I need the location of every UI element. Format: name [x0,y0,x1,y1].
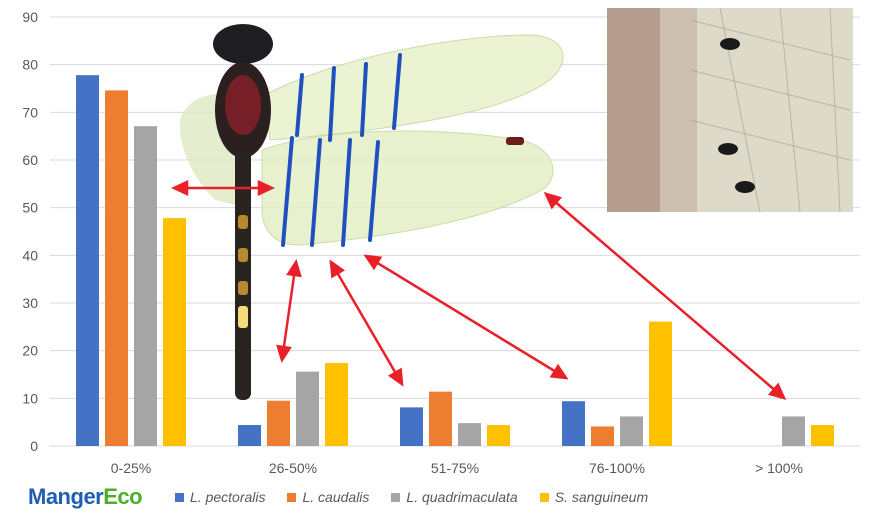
y-tick-label: 90 [22,9,38,25]
y-tick-label: 0 [30,438,38,454]
bar [487,425,510,446]
y-tick-label: 20 [22,343,38,359]
y-tick-label: 30 [22,295,38,311]
y-tick-label: 10 [22,390,38,406]
dragonfly-thorax-marking [225,75,261,135]
dragonfly-hind-wing [261,130,554,246]
y-tick-label: 80 [22,57,38,73]
arrow-head [387,367,404,387]
x-axis-ticks: 0-25% 26-50% 51-75% 76-100% > 100% [111,460,803,476]
bar [238,425,261,446]
y-tick-label: 60 [22,152,38,168]
legend-swatch [539,492,549,502]
x-tick-label: 51-75% [431,460,479,476]
bar [429,391,452,446]
x-tick-label: > 100% [755,460,803,476]
bar [296,371,319,446]
legend-item: S. sanguineum [539,489,649,505]
arrow-line [329,261,404,385]
bar [400,407,423,446]
bar [620,416,643,446]
dragonfly-abdomen [235,150,251,400]
bar [458,423,481,446]
arrow-head [276,344,292,363]
legend-item: L. caudalis [287,489,369,505]
dragonfly-head [213,24,273,64]
arrow-line [280,261,298,361]
legend-swatch [391,492,401,502]
arrow-line [545,193,785,399]
bars [76,75,834,447]
mites-inset-photo [607,7,853,213]
arrow-head [257,180,275,196]
bar [562,401,585,446]
legend-swatch [287,492,297,502]
legend-label: L. quadrimaculata [406,489,518,505]
brand-logo: MangerEco [28,484,143,510]
bar [134,126,157,446]
annotation-arrows [171,180,787,400]
bar [267,400,290,446]
y-tick-label: 50 [22,200,38,216]
y-tick-label: 40 [22,247,38,263]
dragonfly-abdomen-spots [238,215,248,328]
arrow-head [543,192,562,210]
dragonfly-fore-wing [264,34,564,141]
x-tick-label: 76-100% [589,460,645,476]
arrow-head [768,382,787,400]
brand-logo-part1: Manger [28,484,104,509]
arrow-head [363,254,383,271]
legend-item: L. quadrimaculata [391,489,518,505]
y-tick-label: 70 [22,104,38,120]
x-tick-label: 0-25% [111,460,151,476]
bar [325,363,348,446]
arrow-head [329,259,346,279]
bar [811,425,834,446]
bar [591,426,614,446]
dragonfly-illustration [179,24,564,400]
x-tick-label: 26-50% [269,460,317,476]
bar [649,321,672,446]
wing-stigma [506,137,524,145]
bar [163,218,186,446]
legend-swatch [175,492,184,502]
bar [76,75,99,447]
legend-item: L. pectoralis [175,489,265,505]
arrow-head [286,259,302,278]
y-axis-ticks: 0 10 20 30 40 50 60 70 80 90 [22,9,38,454]
arrow-head [549,363,569,380]
arrow-line [365,254,567,380]
arrow-head [171,180,189,196]
bar [782,416,805,446]
legend-label: S. sanguineum [554,489,649,505]
legend-label: L. pectoralis [190,489,266,505]
bar [105,90,128,446]
wing-band-lines [281,53,402,247]
chart-legend: L. pectoralis L. caudalis L. quadrimaculat… [175,489,670,505]
legend-label: L. caudalis [302,489,370,505]
brand-logo-part2: Eco [103,484,143,509]
